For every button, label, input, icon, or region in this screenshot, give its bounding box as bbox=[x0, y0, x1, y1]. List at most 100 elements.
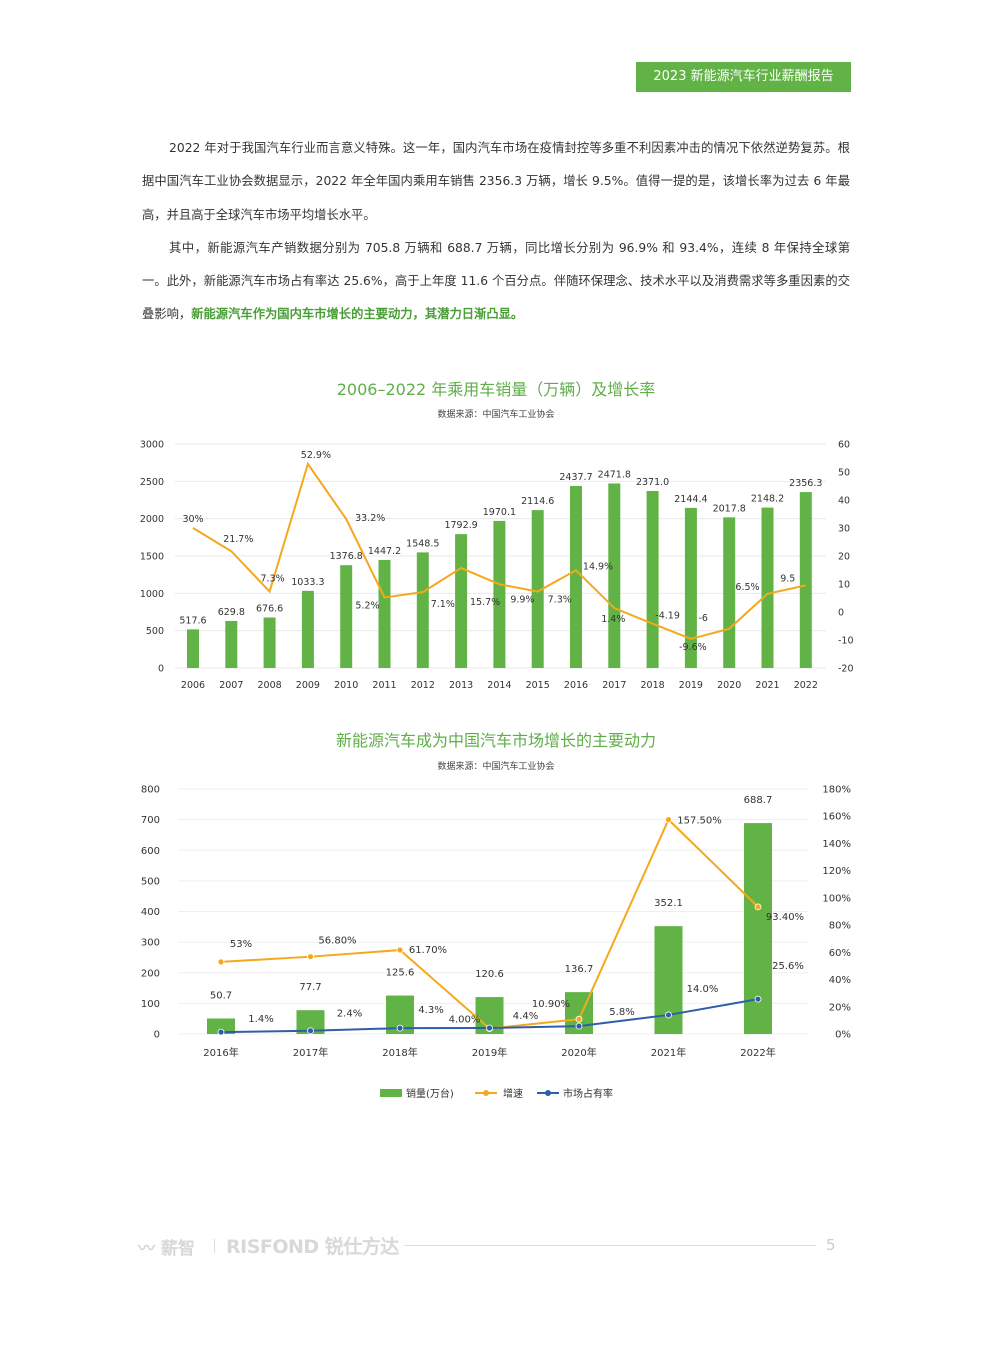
report-title-tag: 2023 新能源汽车行业薪酬报告 bbox=[636, 62, 851, 92]
bar-2017年 bbox=[296, 1010, 325, 1034]
bar-label: 1792.9 bbox=[444, 520, 477, 531]
growth-label: 10.90% bbox=[532, 999, 570, 1010]
bar-label: 2356.3 bbox=[789, 478, 822, 489]
share-point bbox=[486, 1024, 493, 1032]
growth-label: 52.9% bbox=[301, 450, 331, 461]
chart2-title: 新能源汽车成为中国汽车市场增长的主要动力 bbox=[335, 731, 656, 750]
bar-label: 1970.1 bbox=[483, 507, 516, 518]
growth-label: 6.5% bbox=[735, 582, 759, 593]
share-point bbox=[217, 1028, 225, 1036]
y-right-tick: 20 bbox=[838, 552, 850, 563]
growth-label: 33.2% bbox=[355, 513, 385, 524]
chart1-source: 数据来源：中国汽车工业协会 bbox=[437, 410, 555, 420]
bar-label: 2148.2 bbox=[751, 494, 784, 505]
bar-label: 1548.5 bbox=[406, 538, 439, 549]
share-label: 5.8% bbox=[609, 1007, 634, 1018]
legend-share-marker bbox=[545, 1090, 551, 1096]
legend-growth-marker bbox=[483, 1090, 489, 1096]
y-left-tick: 700 bbox=[141, 815, 160, 826]
y-right-tick: 60% bbox=[829, 948, 851, 959]
x-tick: 2022年 bbox=[740, 1046, 775, 1059]
chart1-sales-growth: 0 500 1000 1500 2000 2500 3000 -20 -10 0 10 20 30 40 5… bbox=[140, 440, 854, 692]
y-right-tick: 60 bbox=[838, 440, 850, 451]
legend-share-label: 市场占有率 bbox=[563, 1087, 613, 1100]
growth-label: 5.2% bbox=[355, 600, 379, 611]
bar-label: 2471.8 bbox=[598, 469, 631, 480]
share-point bbox=[307, 1027, 314, 1035]
paragraph-2-highlight: 新能源汽车作为国内车市增长的主要动力，其潜力日渐凸显。 bbox=[191, 307, 524, 322]
bar-2016 bbox=[570, 485, 582, 668]
y-right-tick: 140% bbox=[822, 839, 851, 850]
x-tick: 2015 bbox=[526, 680, 550, 691]
paragraph-2-text: 其中，新能源汽车产销数据分别为 705.8 万辆和 688.7 万辆，同比增长分… bbox=[142, 240, 850, 322]
y-left-tick: 1500 bbox=[140, 552, 164, 563]
bar-2018 bbox=[646, 490, 659, 668]
growth-label: 30% bbox=[182, 514, 203, 525]
y-left-tick: 2000 bbox=[140, 514, 164, 525]
y-right-tick: -20 bbox=[838, 664, 854, 675]
y-left-tick: 3000 bbox=[140, 440, 164, 451]
y-left-tick: 0 bbox=[154, 1030, 160, 1041]
growth-label: -6 bbox=[698, 613, 707, 624]
y-left-tick: 100 bbox=[141, 999, 160, 1010]
share-point bbox=[665, 1011, 672, 1019]
bar-label: 2114.6 bbox=[521, 496, 554, 507]
bar-label: 2437.7 bbox=[559, 472, 592, 483]
bar-label: 688.7 bbox=[744, 795, 773, 806]
share-label: 1.4% bbox=[248, 1014, 273, 1025]
bar-2007 bbox=[225, 620, 238, 668]
y-right-tick: 30 bbox=[838, 524, 850, 535]
y-right-tick: 40 bbox=[838, 496, 850, 507]
growth-point bbox=[575, 1015, 583, 1023]
growth-label: 7.3% bbox=[261, 574, 285, 585]
growth-label: 61.70% bbox=[409, 945, 447, 956]
growth-line bbox=[192, 461, 807, 640]
bar-2013 bbox=[455, 534, 468, 668]
bar-label: 136.7 bbox=[565, 964, 594, 975]
chart2-nev-growth: 0 100 200 300 400 500 600 700 800 0% 20% 40% 60% 80% 1… bbox=[141, 785, 851, 1101]
legend-sales-label: 销量(万台) bbox=[406, 1087, 454, 1100]
growth-point bbox=[217, 958, 225, 966]
y-right-tick: 80% bbox=[829, 921, 851, 932]
y-right-tick: 50 bbox=[838, 468, 850, 479]
share-label: 14.0% bbox=[687, 984, 719, 995]
growth-label: 9.5 bbox=[780, 573, 795, 584]
legend-growth-label: 增速 bbox=[503, 1087, 523, 1100]
x-tick: 2020 bbox=[717, 680, 741, 691]
share-label: 25.6% bbox=[772, 961, 804, 972]
growth-point bbox=[665, 816, 672, 824]
bar-2022 bbox=[799, 492, 812, 668]
bar-label: 1033.3 bbox=[291, 577, 324, 588]
risfond-logo: RISFOND 锐仕方达 bbox=[226, 1236, 399, 1258]
bar-label: 2371.0 bbox=[636, 477, 669, 488]
growth-label: 7.1% bbox=[431, 599, 455, 610]
growth-label: -9.6% bbox=[679, 642, 707, 653]
growth-label: 1.4% bbox=[601, 614, 625, 625]
bar-label: 517.6 bbox=[179, 615, 206, 626]
x-tick: 2012 bbox=[411, 680, 435, 691]
x-tick: 2019 bbox=[679, 680, 703, 691]
y-right-tick: 40% bbox=[829, 975, 851, 986]
bar-label: 629.8 bbox=[218, 607, 245, 618]
footer: 〰 薪智 RISFOND 锐仕方达 5 bbox=[138, 1232, 858, 1260]
y-left-tick: 600 bbox=[141, 846, 160, 857]
growth-label: 9.9% bbox=[510, 594, 534, 605]
y-right-tick: 160% bbox=[822, 812, 851, 823]
growth-label: -4.19 bbox=[655, 611, 680, 622]
x-tick: 2009 bbox=[296, 680, 320, 691]
x-tick: 2014 bbox=[487, 680, 511, 691]
y-right-tick: 0% bbox=[835, 1030, 851, 1041]
y-right-tick: 100% bbox=[822, 893, 851, 904]
x-tick: 2008 bbox=[258, 680, 282, 691]
bar-label: 2144.4 bbox=[674, 494, 707, 505]
bar-label: 77.7 bbox=[299, 982, 321, 993]
x-tick: 2013 bbox=[449, 680, 473, 691]
growth-point bbox=[307, 953, 314, 961]
growth-label: 21.7% bbox=[223, 534, 253, 545]
bar-2006 bbox=[187, 629, 199, 668]
x-tick: 2017年 bbox=[293, 1046, 328, 1059]
bar-2011 bbox=[378, 559, 391, 668]
bar-label: 1376.8 bbox=[330, 551, 363, 562]
x-tick: 2010 bbox=[334, 680, 358, 691]
bar-2017 bbox=[608, 483, 621, 668]
